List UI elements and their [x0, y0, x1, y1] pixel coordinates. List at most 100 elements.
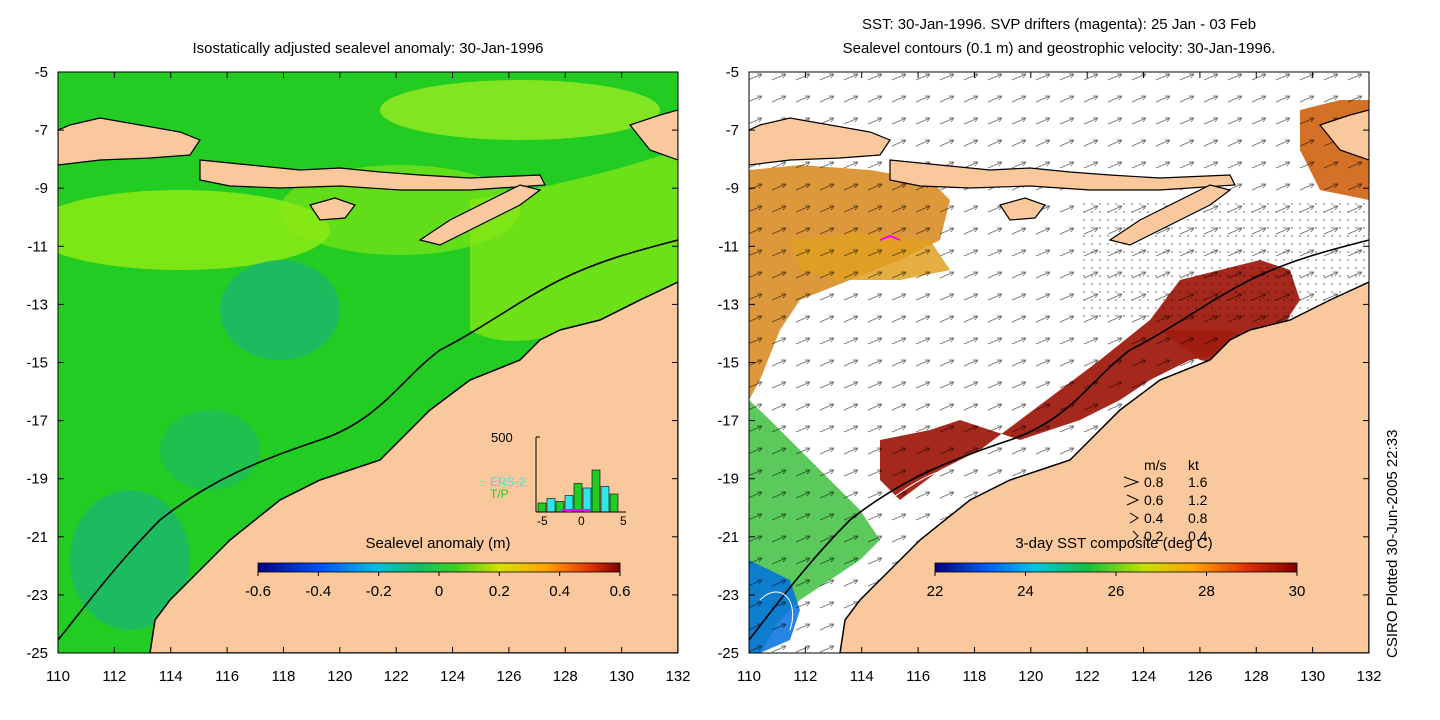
right-xtick-label: 118 — [962, 668, 986, 685]
velocity-legend-header-kt: kt — [1188, 457, 1199, 473]
histogram-xtick: 5 — [620, 514, 627, 528]
left-ytick-label: -15 — [26, 355, 48, 372]
left-ytick-label: -17 — [26, 413, 48, 430]
right-ytick-label: -19 — [717, 471, 739, 488]
sla-low-patch — [70, 490, 190, 630]
left-xtick-label: 114 — [159, 668, 183, 685]
sla-high-band — [58, 190, 330, 270]
histogram-xtick: 0 — [578, 514, 585, 528]
left-ytick-label: -21 — [26, 529, 48, 546]
sla-colorbar-tick-label: 0.4 — [549, 583, 570, 600]
right-ytick-label: -9 — [726, 180, 739, 197]
velocity-legend-kt: 1.2 — [1188, 492, 1208, 508]
sla-colorbar-tick-label: -0.2 — [366, 583, 392, 600]
sst-colorbar-tick-label: 24 — [1017, 583, 1034, 600]
sst-colorbar-gradient — [934, 562, 1298, 573]
histogram-legend-ers2: ERS-2 — [490, 475, 526, 489]
lesser-sunda-islands — [889, 159, 1236, 191]
right-xtick-label: 128 — [1244, 668, 1269, 685]
velocity-legend-kt: 0.4 — [1188, 528, 1208, 544]
right-xtick-label: 124 — [1131, 668, 1156, 685]
left-axes: 110 112 114 116 118 120 122 124 126 128 130 132 -5 -7… — [26, 64, 690, 685]
left-xtick-label: 122 — [384, 668, 409, 685]
sst-map — [749, 72, 1369, 653]
left-xtick-label: 126 — [496, 668, 521, 685]
sla-colorbar-tick-label: 0.6 — [610, 583, 631, 600]
sst-colorbar-tick-label: 22 — [927, 583, 944, 600]
histogram-bar — [600, 486, 610, 513]
velocity-legend-arrow-icon — [1126, 494, 1140, 506]
sla-contour — [58, 239, 678, 641]
left-xtick-label: 120 — [327, 668, 352, 685]
histogram-bar — [582, 487, 592, 513]
sst-colorbar: 3-day SST composite (deg C) 22 24 26 28 30 — [927, 535, 1306, 600]
left-ytick-label: -9 — [35, 180, 48, 197]
left-ytick-label: -13 — [26, 296, 48, 313]
velocity-legend-kt: 1.6 — [1188, 474, 1208, 490]
right-ytick-label: -21 — [717, 529, 739, 546]
sumba-island — [309, 197, 356, 221]
right-ytick-label: -17 — [717, 413, 739, 430]
right-xtick-label: 110 — [737, 668, 761, 685]
histogram-bar — [591, 469, 601, 513]
sumba-island — [999, 197, 1046, 221]
sst-colorbar-label: 3-day SST composite (deg C) — [1015, 535, 1212, 552]
sla-colorbar-gradient — [257, 562, 621, 573]
java-island — [749, 117, 891, 166]
right-ytick-label: -23 — [717, 587, 739, 604]
right-xtick-label: 132 — [1356, 668, 1381, 685]
sealevel-contour-white — [889, 465, 991, 501]
sla-colorbar-tick-label: -0.6 — [245, 583, 271, 600]
sla-high-band — [380, 80, 660, 140]
sla-colorbar-tick-label: 0.2 — [489, 583, 510, 600]
right-ytick-label: -5 — [726, 64, 739, 81]
histogram-bar — [573, 483, 583, 513]
sla-map — [58, 72, 678, 653]
left-ytick-label: -23 — [26, 587, 48, 604]
right-xtick-label: 126 — [1187, 668, 1212, 685]
right-ytick-label: -11 — [718, 238, 739, 255]
sla-colorbar: Sealevel anomaly (m) -0.6 -0.4 -0.2 0 0.2 0.4… — [245, 535, 630, 600]
lesser-sunda-islands — [199, 159, 546, 191]
left-xtick-label: 110 — [46, 668, 70, 685]
sst-colorbar-tick-label: 26 — [1108, 583, 1125, 600]
histogram-legend-tp: T/P — [490, 487, 509, 501]
tanimbar-islands — [628, 109, 678, 161]
sealevel-contour-white — [759, 591, 794, 631]
velocity-legend-arrow-icon — [1123, 476, 1140, 488]
velocity-legend: m/s kt 0.8 1.6 0.6 1.2 0.4 0.8 0.2 0.4 — [1123, 457, 1208, 544]
left-ytick-label: -5 — [35, 64, 48, 81]
tanimbar-islands — [1318, 109, 1369, 161]
sla-low-patch — [160, 410, 260, 490]
left-ytick-label: -11 — [27, 238, 48, 255]
left-panel-title: Isostatically adjusted sealevel anomaly:… — [192, 40, 544, 57]
right-panel-title-line2: Sealevel contours (0.1 m) and geostrophi… — [842, 40, 1276, 57]
velocity-legend-ms: 0.8 — [1144, 474, 1164, 490]
sealevel-contour — [749, 239, 1369, 641]
velocity-legend-ms: 0.6 — [1144, 492, 1164, 508]
left-ytick-label: -7 — [35, 122, 48, 139]
australia-landmass — [839, 281, 1369, 653]
velocity-legend-header-ms: m/s — [1144, 457, 1167, 473]
histogram-bars — [537, 469, 619, 513]
sla-histogram: 500 ERS-2 T/P -5 0 5 — [490, 430, 627, 528]
right-xtick-label: 114 — [850, 668, 874, 685]
histogram-bar — [546, 498, 556, 513]
sst-colorbar-tick-label: 30 — [1289, 583, 1306, 600]
right-xtick-label: 120 — [1018, 668, 1043, 685]
histogram-ymax-label: 500 — [491, 430, 513, 445]
right-panel-title-line1: SST: 30-Jan-1996. SVP drifters (magenta)… — [861, 16, 1257, 33]
java-island — [58, 117, 201, 166]
svp-drifter-track — [879, 234, 901, 241]
right-xtick-label: 116 — [906, 668, 930, 685]
histogram-bar — [609, 493, 619, 513]
right-ytick-label: -7 — [726, 122, 739, 139]
histogram-xtick: -5 — [537, 514, 548, 528]
left-xtick-label: 112 — [102, 668, 126, 685]
sst-colorbar-tick-label: 28 — [1198, 583, 1215, 600]
left-xtick-label: 130 — [609, 668, 634, 685]
sla-colorbar-label: Sealevel anomaly (m) — [365, 535, 510, 552]
sla-colorbar-tick-label: -0.4 — [305, 583, 331, 600]
left-xtick-label: 116 — [215, 668, 239, 685]
